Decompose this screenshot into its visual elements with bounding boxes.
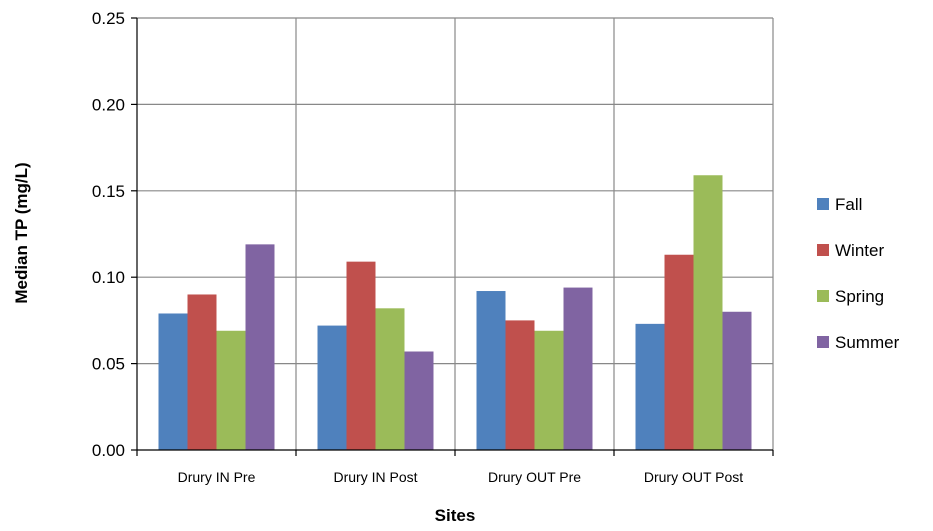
- bar-summer-1: [245, 244, 275, 450]
- bar-summer-2: [404, 351, 434, 450]
- bar-fall-3: [476, 291, 506, 450]
- gridlines: [137, 17, 774, 450]
- x-tick-labels: Drury IN Pre Drury IN Post Drury OUT Pre Dr…: [178, 469, 744, 485]
- legend-label-fall: Fall: [835, 195, 862, 214]
- x-tick-label: Drury IN Pre: [178, 469, 256, 485]
- bar-winter-1: [187, 294, 217, 450]
- x-tick-label: Drury IN Post: [333, 469, 417, 485]
- bar-fall-1: [158, 313, 188, 450]
- bar-winter-2: [346, 261, 376, 450]
- bar-winter-4: [664, 254, 694, 450]
- legend-swatch-winter: [817, 244, 829, 256]
- y-tick-label: 0.00: [92, 441, 125, 460]
- bar-summer-4: [722, 311, 752, 450]
- y-axis-title: Median TP (mg/L): [12, 162, 31, 303]
- y-tick-label: 0.20: [92, 95, 125, 114]
- bar-summer-3: [563, 287, 593, 450]
- axes: [131, 17, 774, 456]
- legend: Fall Winter Spring Summer: [817, 195, 900, 352]
- bar-spring-3: [534, 330, 564, 450]
- y-tick-label: 0.25: [92, 9, 125, 28]
- x-axis-title: Sites: [435, 506, 476, 525]
- legend-label-winter: Winter: [835, 241, 884, 260]
- y-tick-label: 0.05: [92, 355, 125, 374]
- y-tick-label: 0.10: [92, 268, 125, 287]
- legend-label-spring: Spring: [835, 287, 884, 306]
- legend-label-summer: Summer: [835, 333, 900, 352]
- x-tick-label: Drury OUT Pre: [488, 469, 581, 485]
- bar-spring-1: [216, 330, 246, 450]
- y-tick-labels: 0.00 0.05 0.10 0.15 0.20 0.25: [92, 9, 125, 460]
- bar-spring-2: [375, 308, 405, 450]
- legend-swatch-fall: [817, 198, 829, 210]
- bar-winter-3: [505, 320, 535, 450]
- bar-fall-4: [635, 323, 665, 450]
- legend-swatch-spring: [817, 290, 829, 302]
- legend-swatch-summer: [817, 336, 829, 348]
- bar-fall-2: [317, 325, 347, 450]
- bars: [158, 175, 752, 451]
- x-tick-label: Drury OUT Post: [644, 469, 743, 485]
- y-tick-label: 0.15: [92, 182, 125, 201]
- bar-spring-4: [693, 175, 723, 451]
